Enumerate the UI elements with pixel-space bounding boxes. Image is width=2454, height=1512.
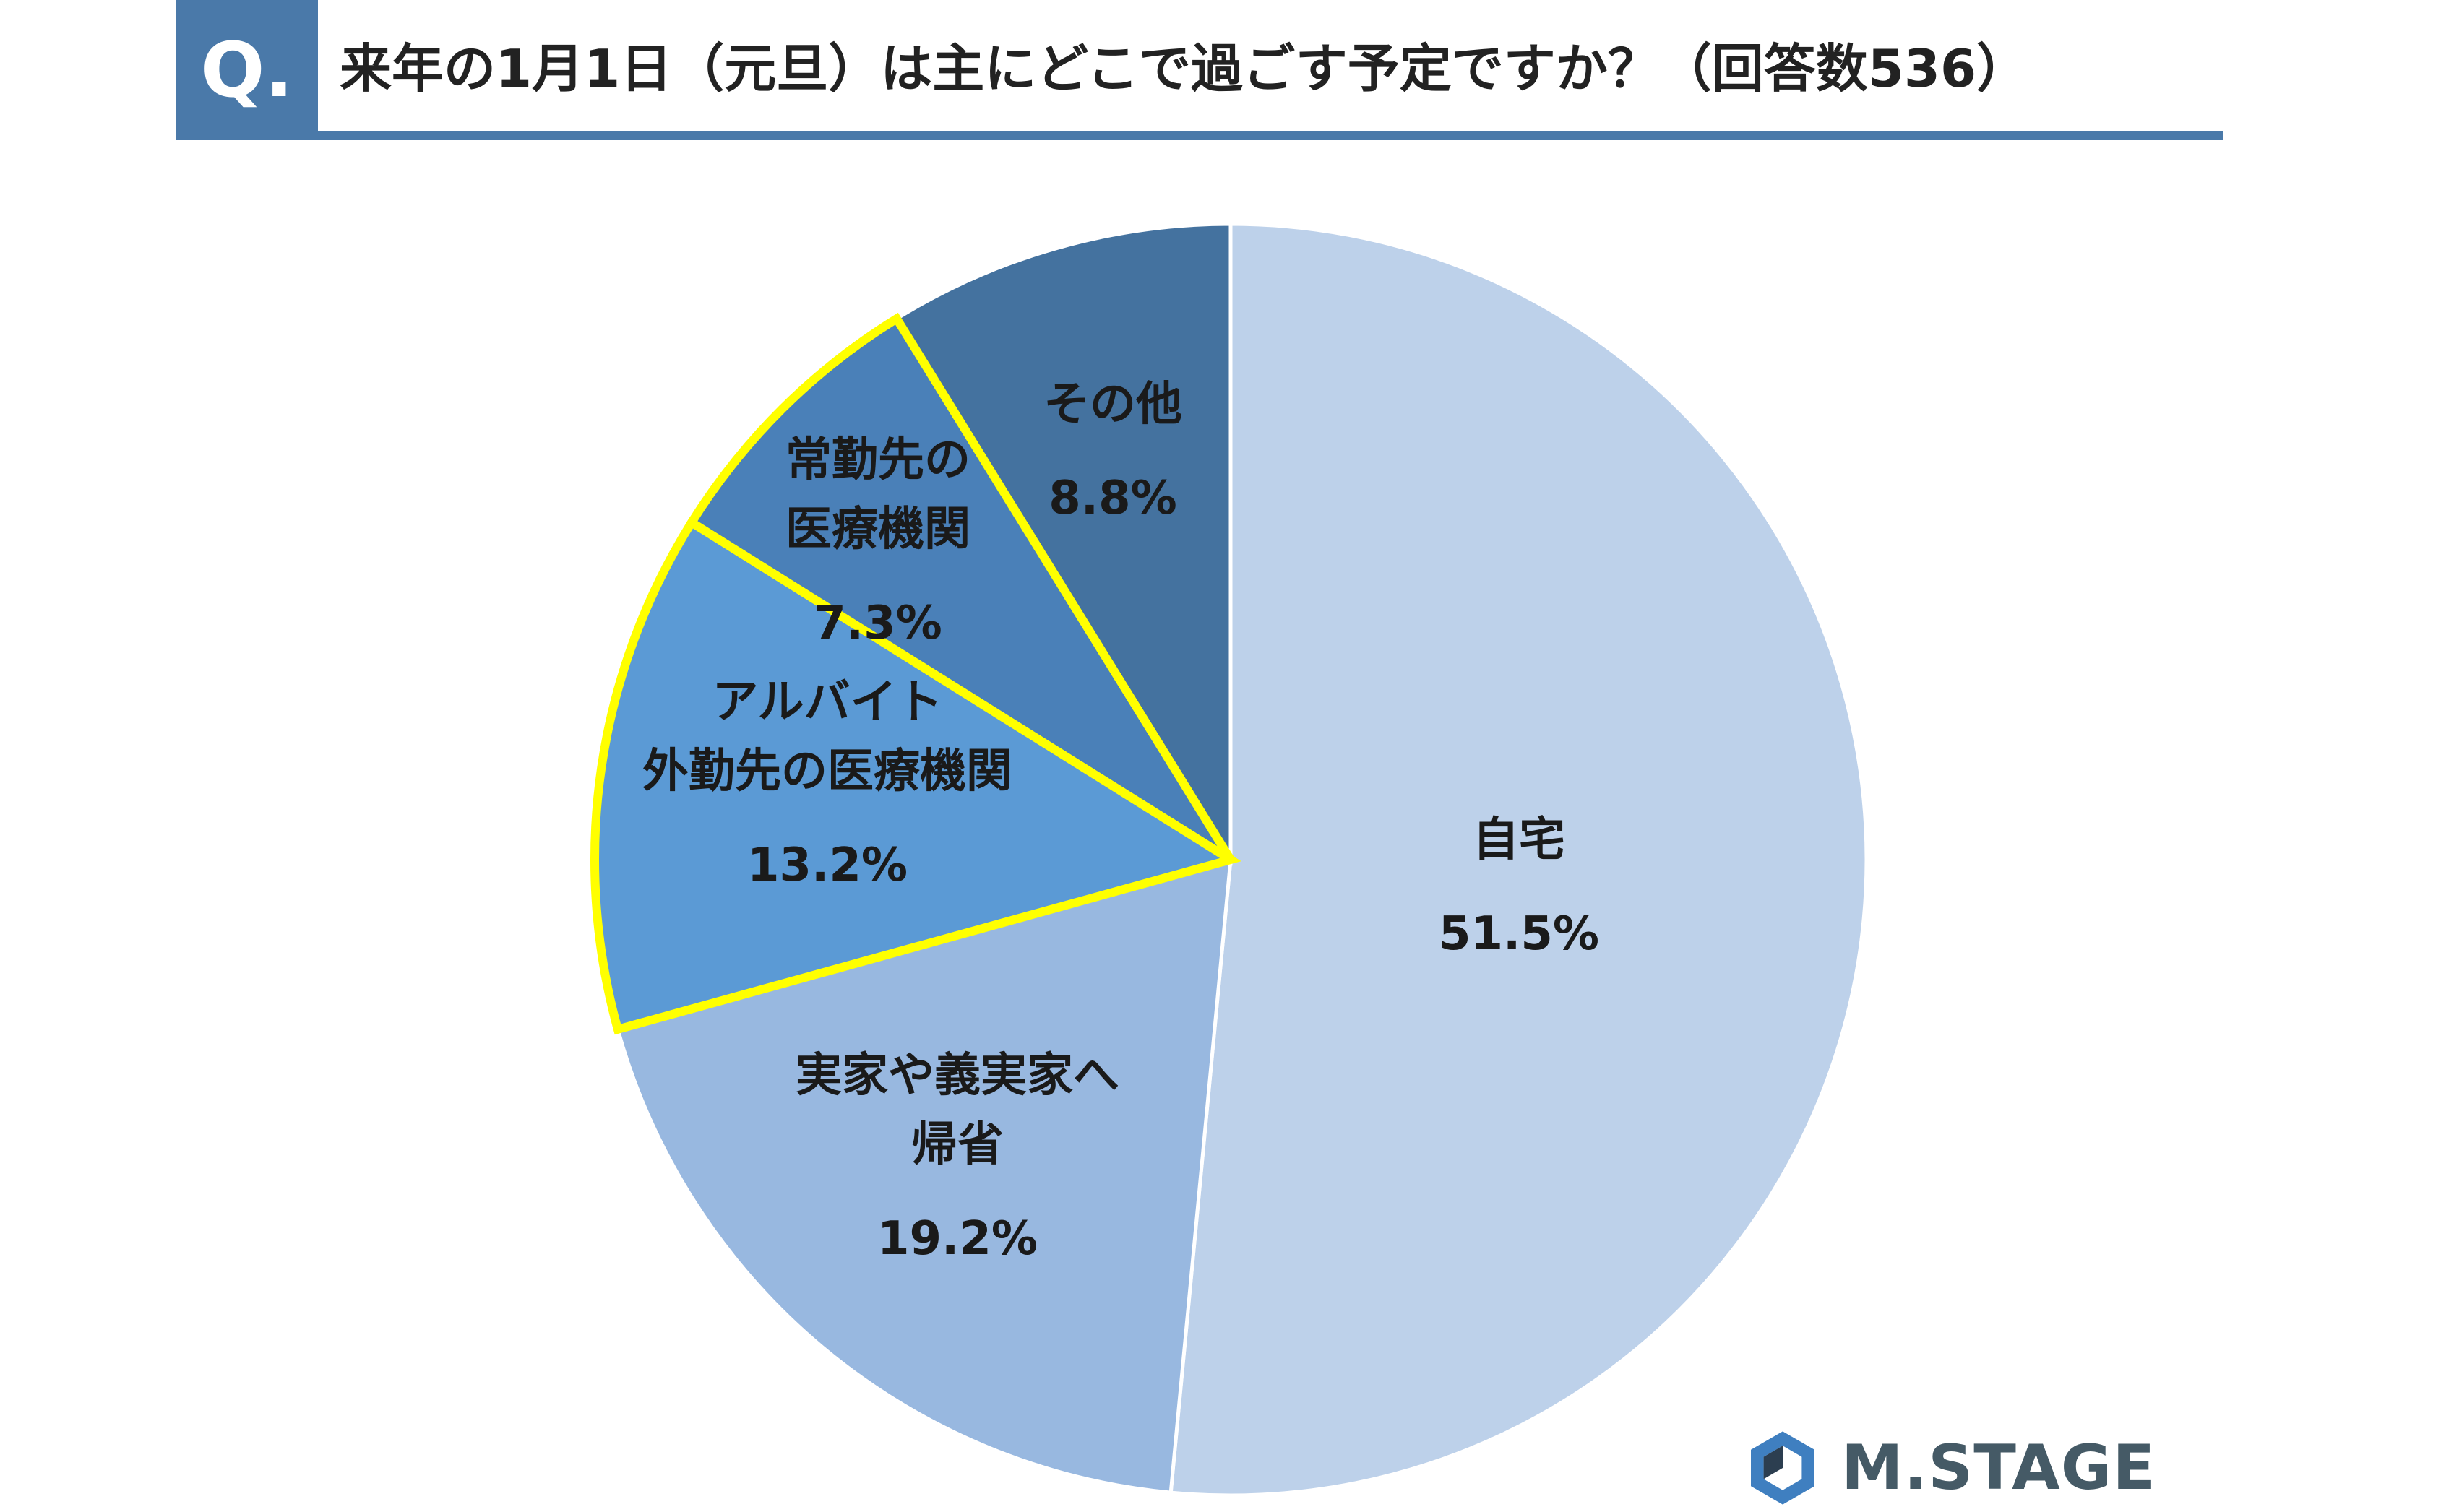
question-badge-text: Q. <box>201 26 293 114</box>
pie-slice-4 <box>894 222 1233 866</box>
pie-label-name-2: アルバイト 外勤先の医療機関 <box>642 675 1012 798</box>
pie-label-0: 自宅 51.5% <box>1439 805 1599 969</box>
pie-slices <box>593 222 1869 1498</box>
pie-slice-highlight-3 <box>685 312 1235 864</box>
pie-label-1: 実家や義実家へ 帰省 19.2% <box>796 1041 1119 1274</box>
pie-label-3: 常勤先の 医療機関 7.3% <box>785 425 970 658</box>
pie-label-name-1: 実家や義実家へ 帰省 <box>796 1049 1119 1172</box>
mstage-logo-icon <box>1751 1431 1814 1505</box>
mstage-logo-text: M.STAGE <box>1841 1432 2156 1504</box>
pie-slice-1 <box>615 857 1233 1495</box>
mstage-logo: M.STAGE <box>1743 1425 2156 1511</box>
pie-slice-highlight-2 <box>590 516 1241 1035</box>
pie-slice-0 <box>1168 222 1869 1498</box>
pie-label-value-2: 13.2% <box>746 839 908 892</box>
question-title: 来年の1月1日（元旦）は主にどこで過ごす予定ですか？（回答数536） <box>340 38 2029 99</box>
title-underline <box>318 131 2223 140</box>
question-badge: Q. <box>176 0 318 140</box>
pie-label-value-3: 7.3% <box>814 597 942 650</box>
pie-label-value-0: 51.5% <box>1438 907 1600 961</box>
pie-label-name-3: 常勤先の 医療機関 <box>785 433 970 556</box>
pie-label-4: その他 8.8% <box>1043 370 1182 533</box>
pie-label-value-1: 19.2% <box>877 1212 1038 1266</box>
pie-highlights <box>590 312 1241 1035</box>
pie-label-name-0: 自宅 <box>1473 813 1565 867</box>
pie-label-value-4: 8.8% <box>1049 472 1177 525</box>
pie-label-2: アルバイト 外勤先の医療機関 13.2% <box>642 668 1012 900</box>
pie-label-name-4: その他 <box>1043 378 1182 431</box>
